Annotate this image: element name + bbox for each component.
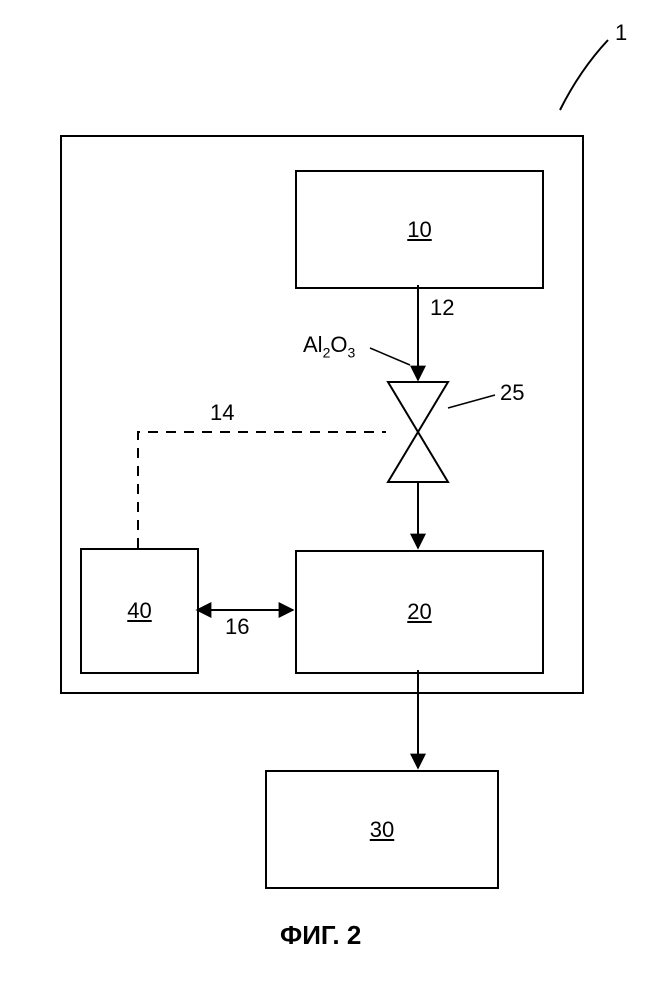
indicator-curve — [560, 40, 608, 110]
label-25: 25 — [500, 380, 524, 406]
leader-al2o3 — [370, 348, 410, 365]
figure-canvas: 10 20 40 30 1 12 — [0, 0, 660, 1000]
edge-14 — [138, 432, 386, 548]
figure-caption: ФИГ. 2 — [280, 920, 361, 951]
label-14: 14 — [210, 400, 234, 426]
label-12: 12 — [430, 295, 454, 321]
label-16: 16 — [225, 614, 249, 640]
leader-25 — [448, 395, 495, 408]
valve-icon — [388, 382, 448, 482]
system-label-1: 1 — [615, 20, 627, 46]
connectors-svg — [0, 0, 660, 1000]
label-al2o3: Al2O3 — [303, 332, 355, 360]
